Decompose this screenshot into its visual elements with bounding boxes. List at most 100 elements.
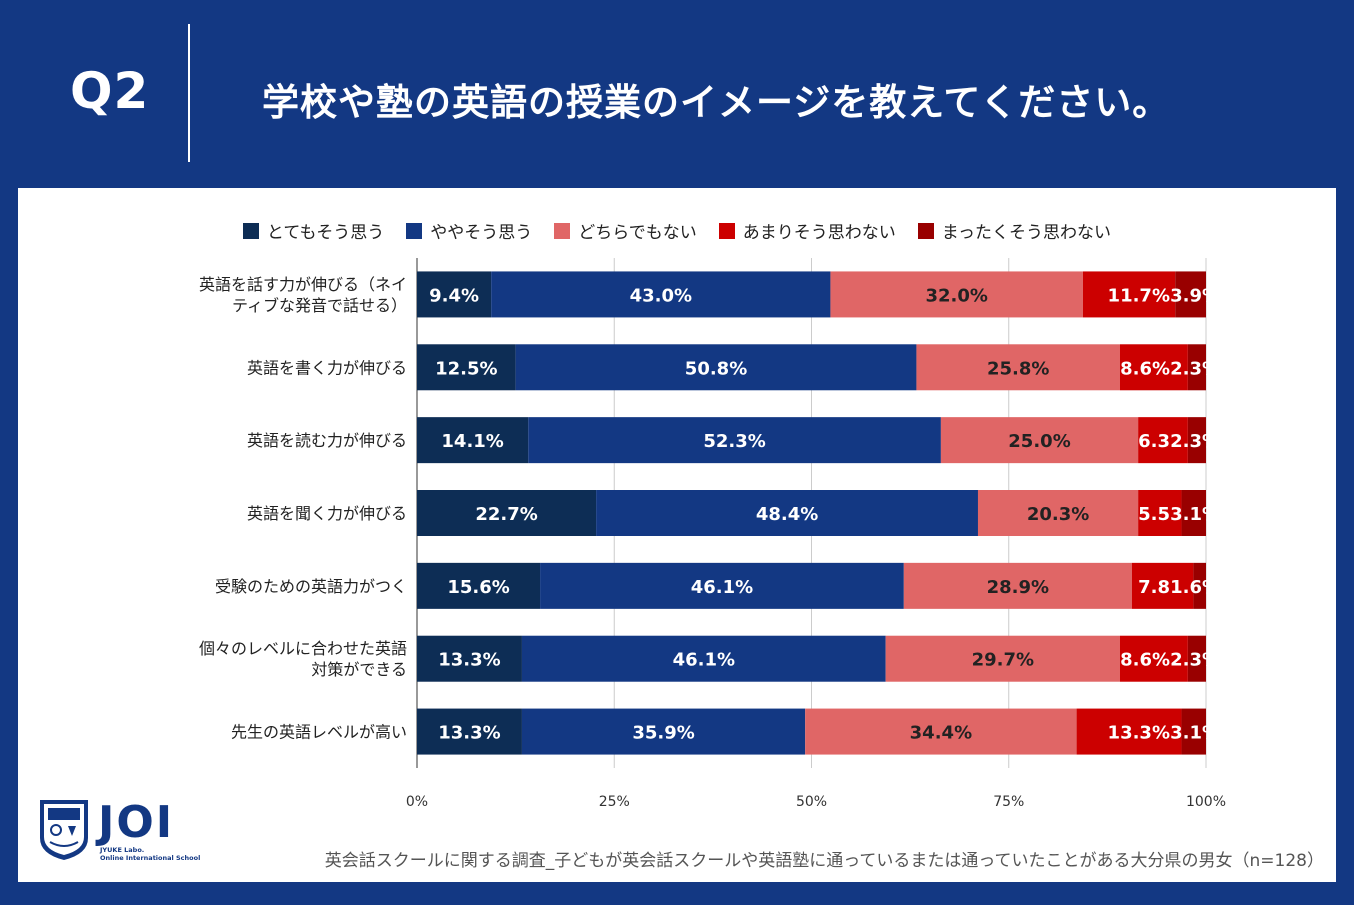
legend-item: まったくそう思わない <box>917 218 1112 243</box>
bar-segment <box>596 490 978 536</box>
data-label: 13.3% <box>1108 723 1170 744</box>
data-label: 7.8 <box>1138 577 1170 598</box>
data-label: 46.1% <box>673 650 735 671</box>
data-label: 52.3% <box>703 431 765 452</box>
legend-swatch <box>718 222 735 239</box>
legend-label: ややそう思う <box>430 223 533 243</box>
question-number: Q2 <box>70 62 150 120</box>
data-label: 25.8% <box>987 358 1049 379</box>
data-label: 3.1% <box>1170 723 1220 744</box>
bar-segment <box>1119 635 1188 682</box>
data-label: 1.6% <box>1170 577 1220 598</box>
data-label: 13.3% <box>438 650 500 671</box>
legend-item: とてもそう思う <box>242 218 385 243</box>
x-tick-label: 100% <box>1186 794 1226 810</box>
category-label: ティブな発音で話せる） <box>232 296 407 315</box>
data-label: 13.3% <box>438 723 500 744</box>
bar-segment <box>417 490 597 536</box>
data-label: 28.9% <box>987 577 1049 598</box>
data-label: 9.4% <box>429 285 479 306</box>
joi-logo: JOI JYUKE Labo. Online International Sch… <box>38 798 218 868</box>
data-label: 34.4% <box>910 723 972 744</box>
data-label: 46.1% <box>691 577 753 598</box>
bar-segment <box>1138 490 1182 536</box>
question-text: 学校や塾の英語の授業のイメージを教えてください。 <box>262 81 1171 124</box>
data-label: 43.0% <box>630 285 692 306</box>
bar-segment <box>830 271 1083 318</box>
data-label: 14.1% <box>441 431 503 452</box>
logo-text: JOI <box>98 797 175 848</box>
header-divider <box>188 24 190 162</box>
category-label: 英語を読む力が伸びる <box>247 431 407 450</box>
bar-segment <box>540 562 904 609</box>
bar-segment <box>885 635 1120 682</box>
x-tick-label: 0% <box>406 794 428 810</box>
data-label: 8.6% <box>1120 358 1170 379</box>
shield-logo-icon <box>40 800 88 860</box>
bar-segment <box>1187 417 1206 464</box>
x-tick-label: 50% <box>796 794 827 810</box>
legend-swatch <box>242 222 259 239</box>
bar-segment <box>977 490 1139 536</box>
data-label: 6.3 <box>1138 431 1170 452</box>
x-tick-label: 75% <box>993 794 1024 810</box>
data-label: 15.6% <box>447 577 509 598</box>
data-label: 3.1% <box>1170 504 1220 525</box>
legend-swatch <box>406 222 423 239</box>
logo-subtitle-line-1: JYUKE Labo. <box>100 846 145 854</box>
chart-legend: とてもそう思う ややそう思う どちらでもない あまりそう思わない まったくそう思わない <box>18 218 1336 243</box>
data-label: 25.0% <box>1008 431 1070 452</box>
bar-segment <box>1187 344 1206 391</box>
data-label: 12.5% <box>435 358 497 379</box>
bar-segment <box>417 635 522 682</box>
category-label: 英語を聞く力が伸びる <box>247 504 407 523</box>
data-label: 20.3% <box>1027 504 1089 525</box>
legend-label: まったくそう思わない <box>941 223 1112 243</box>
legend-item: どちらでもない <box>554 218 697 243</box>
bar-segment <box>1082 271 1176 318</box>
data-label: 22.7% <box>475 504 537 525</box>
bar-segment <box>417 417 529 464</box>
data-label: 35.9% <box>632 723 694 744</box>
bar-segment <box>417 562 541 609</box>
data-label: 29.7% <box>972 650 1034 671</box>
header: Q2 学校や塾の英語の授業のイメージを教えてください。 <box>0 0 1354 188</box>
data-label: 8.6% <box>1120 650 1170 671</box>
bar-segment <box>521 635 886 682</box>
category-label: 英語を話す力が伸びる（ネイ <box>199 275 407 294</box>
bar-segment <box>1131 562 1194 609</box>
data-label: 32.0% <box>925 285 987 306</box>
bar-segment <box>1138 417 1188 464</box>
bar-segment <box>903 562 1132 609</box>
bar-segment <box>1181 490 1206 536</box>
bar-segment <box>1076 708 1182 755</box>
bar-segment <box>1119 344 1188 391</box>
bar-segment <box>515 344 917 391</box>
data-label: 5.5 <box>1138 504 1170 525</box>
category-label: 受験のための英語力がつく <box>215 577 407 596</box>
category-label: 英語を書く力が伸びる <box>247 358 407 377</box>
bar-segment <box>417 708 522 755</box>
data-label: 2.3% <box>1170 431 1220 452</box>
bar-segment <box>1175 271 1206 318</box>
bar-segment <box>1193 562 1206 609</box>
data-label: 2.3% <box>1170 650 1220 671</box>
data-label: 3.9% <box>1170 285 1220 306</box>
legend-swatch <box>554 222 571 239</box>
legend-label: あまりそう思わない <box>742 223 896 243</box>
bar-segment <box>805 708 1077 755</box>
bar-segment <box>491 271 831 318</box>
bar-segment <box>417 271 492 318</box>
logo-subtitle: JYUKE Labo. Online International School <box>100 846 200 862</box>
legend-item: あまりそう思わない <box>718 218 896 243</box>
survey-footnote: 英会話スクールに関する調査_子どもが英会話スクールや英語塾に通っているまたは通っ… <box>324 851 1324 871</box>
bar-segment <box>940 417 1139 464</box>
x-tick-label: 25% <box>599 794 630 810</box>
logo-subtitle-line-2: Online International School <box>100 854 201 862</box>
chart-panel: とてもそう思う ややそう思う どちらでもない あまりそう思わない まったくそう思わない … <box>18 188 1336 882</box>
legend-label: とてもそう思う <box>266 223 385 243</box>
category-label: 対策ができる <box>311 660 407 679</box>
bar-segment <box>1181 708 1206 755</box>
bar-segment <box>417 344 516 391</box>
bar-segment <box>916 344 1120 391</box>
